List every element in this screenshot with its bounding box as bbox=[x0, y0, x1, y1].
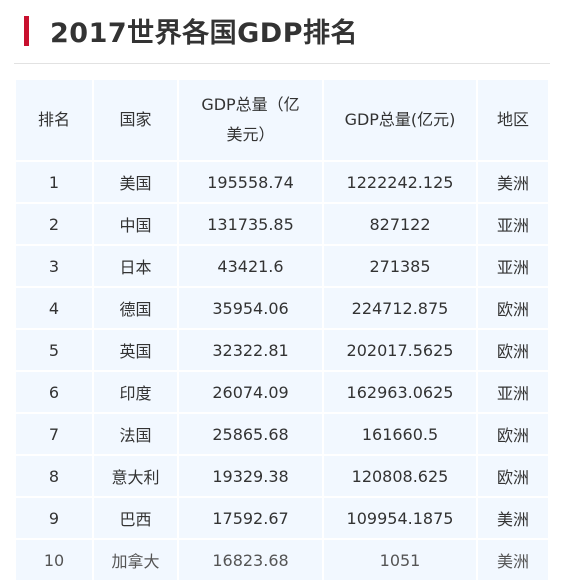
cell-gdp-usd: 17592.67 bbox=[177, 496, 324, 540]
cell-country: 加拿大 bbox=[92, 538, 179, 582]
table-row: 2 中国 131735.85 827122 亚洲 bbox=[14, 202, 550, 246]
cell-region: 美洲 bbox=[476, 496, 550, 540]
cell-rank: 7 bbox=[14, 412, 94, 456]
header-rank: 排名 bbox=[14, 78, 94, 162]
cell-region: 亚洲 bbox=[476, 202, 550, 246]
cell-country: 美国 bbox=[92, 160, 179, 204]
cell-region: 亚洲 bbox=[476, 244, 550, 288]
cell-gdp-usd: 16823.68 bbox=[177, 538, 324, 582]
cell-rank: 2 bbox=[14, 202, 94, 246]
header-gdp-usd-line1: GDP总量（亿 bbox=[201, 95, 300, 114]
cell-gdp-cny: 1051 bbox=[322, 538, 478, 582]
table-row: 1 美国 195558.74 1222242.125 美洲 bbox=[14, 160, 550, 204]
cell-rank: 9 bbox=[14, 496, 94, 540]
cell-region: 美洲 bbox=[476, 160, 550, 204]
table-row: 3 日本 43421.6 271385 亚洲 bbox=[14, 244, 550, 288]
cell-gdp-usd: 195558.74 bbox=[177, 160, 324, 204]
cell-gdp-cny: 161660.5 bbox=[322, 412, 478, 456]
cell-region: 欧洲 bbox=[476, 412, 550, 456]
cell-gdp-cny: 120808.625 bbox=[322, 454, 478, 498]
cell-country: 印度 bbox=[92, 370, 179, 414]
cell-gdp-cny: 827122 bbox=[322, 202, 478, 246]
cell-country: 意大利 bbox=[92, 454, 179, 498]
gdp-ranking-table: 排名 国家 GDP总量（亿 美元） GDP总量(亿元) 地区 1 美国 1955… bbox=[14, 78, 550, 582]
cell-gdp-cny: 271385 bbox=[322, 244, 478, 288]
cell-country: 英国 bbox=[92, 328, 179, 372]
cell-gdp-cny: 109954.1875 bbox=[322, 496, 478, 540]
table-row: 5 英国 32322.81 202017.5625 欧洲 bbox=[14, 328, 550, 372]
cell-country: 德国 bbox=[92, 286, 179, 330]
cell-region: 美洲 bbox=[476, 538, 550, 582]
title-accent-bar bbox=[24, 16, 29, 46]
table-row: 10 加拿大 16823.68 1051 美洲 bbox=[14, 538, 550, 582]
cell-gdp-usd: 43421.6 bbox=[177, 244, 324, 288]
header-gdp-cny: GDP总量(亿元) bbox=[322, 78, 478, 162]
cell-gdp-cny: 1222242.125 bbox=[322, 160, 478, 204]
table-row: 7 法国 25865.68 161660.5 欧洲 bbox=[14, 412, 550, 456]
cell-gdp-cny: 202017.5625 bbox=[322, 328, 478, 372]
cell-country: 中国 bbox=[92, 202, 179, 246]
cell-rank: 4 bbox=[14, 286, 94, 330]
cell-gdp-usd: 19329.38 bbox=[177, 454, 324, 498]
table-row: 8 意大利 19329.38 120808.625 欧洲 bbox=[14, 454, 550, 498]
cell-country: 日本 bbox=[92, 244, 179, 288]
cell-region: 亚洲 bbox=[476, 370, 550, 414]
cell-gdp-usd: 35954.06 bbox=[177, 286, 324, 330]
cell-rank: 1 bbox=[14, 160, 94, 204]
header-country: 国家 bbox=[92, 78, 179, 162]
cell-region: 欧洲 bbox=[476, 286, 550, 330]
cell-region: 欧洲 bbox=[476, 454, 550, 498]
cell-gdp-usd: 26074.09 bbox=[177, 370, 324, 414]
title-divider bbox=[14, 63, 550, 64]
title-bar: 2017世界各国GDP排名 bbox=[0, 0, 561, 62]
header-gdp-usd: GDP总量（亿 美元） bbox=[177, 78, 324, 162]
cell-gdp-cny: 224712.875 bbox=[322, 286, 478, 330]
header-region: 地区 bbox=[476, 78, 550, 162]
table-header-row: 排名 国家 GDP总量（亿 美元） GDP总量(亿元) 地区 bbox=[14, 78, 550, 162]
cell-region: 欧洲 bbox=[476, 328, 550, 372]
header-gdp-usd-line2: 美元） bbox=[226, 125, 275, 144]
cell-rank: 10 bbox=[14, 538, 94, 582]
cell-country: 巴西 bbox=[92, 496, 179, 540]
cell-rank: 8 bbox=[14, 454, 94, 498]
cell-gdp-usd: 32322.81 bbox=[177, 328, 324, 372]
cell-rank: 3 bbox=[14, 244, 94, 288]
cell-country: 法国 bbox=[92, 412, 179, 456]
table-row: 9 巴西 17592.67 109954.1875 美洲 bbox=[14, 496, 550, 540]
cell-rank: 5 bbox=[14, 328, 94, 372]
table-row: 6 印度 26074.09 162963.0625 亚洲 bbox=[14, 370, 550, 414]
cell-gdp-cny: 162963.0625 bbox=[322, 370, 478, 414]
table-row: 4 德国 35954.06 224712.875 欧洲 bbox=[14, 286, 550, 330]
page-title: 2017世界各国GDP排名 bbox=[50, 18, 359, 49]
cell-gdp-usd: 131735.85 bbox=[177, 202, 324, 246]
cell-rank: 6 bbox=[14, 370, 94, 414]
cell-gdp-usd: 25865.68 bbox=[177, 412, 324, 456]
